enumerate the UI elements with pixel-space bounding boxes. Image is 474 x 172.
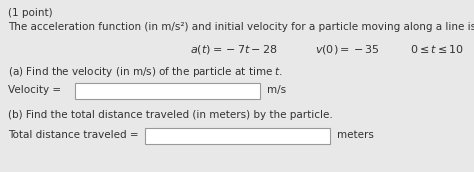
Text: Total distance traveled =: Total distance traveled = <box>8 130 138 140</box>
Text: $v(0) = -35$: $v(0) = -35$ <box>315 43 380 56</box>
Text: (a) Find the velocity (in m/s) of the particle at time $t$.: (a) Find the velocity (in m/s) of the pa… <box>8 65 283 79</box>
Text: m/s: m/s <box>267 85 286 95</box>
Text: The acceleration function (in m/s²) and initial velocity for a particle moving a: The acceleration function (in m/s²) and … <box>8 22 474 32</box>
Text: meters: meters <box>337 130 374 140</box>
Text: $0 \leq t \leq 10$: $0 \leq t \leq 10$ <box>410 43 464 55</box>
Bar <box>145 128 330 144</box>
Text: (b) Find the total distance traveled (in meters) by the particle.: (b) Find the total distance traveled (in… <box>8 110 333 120</box>
Text: Velocity =: Velocity = <box>8 85 61 95</box>
Bar <box>75 83 260 99</box>
Text: (1 point): (1 point) <box>8 8 53 18</box>
Text: $a(t) = -7t - 28$: $a(t) = -7t - 28$ <box>190 43 278 56</box>
